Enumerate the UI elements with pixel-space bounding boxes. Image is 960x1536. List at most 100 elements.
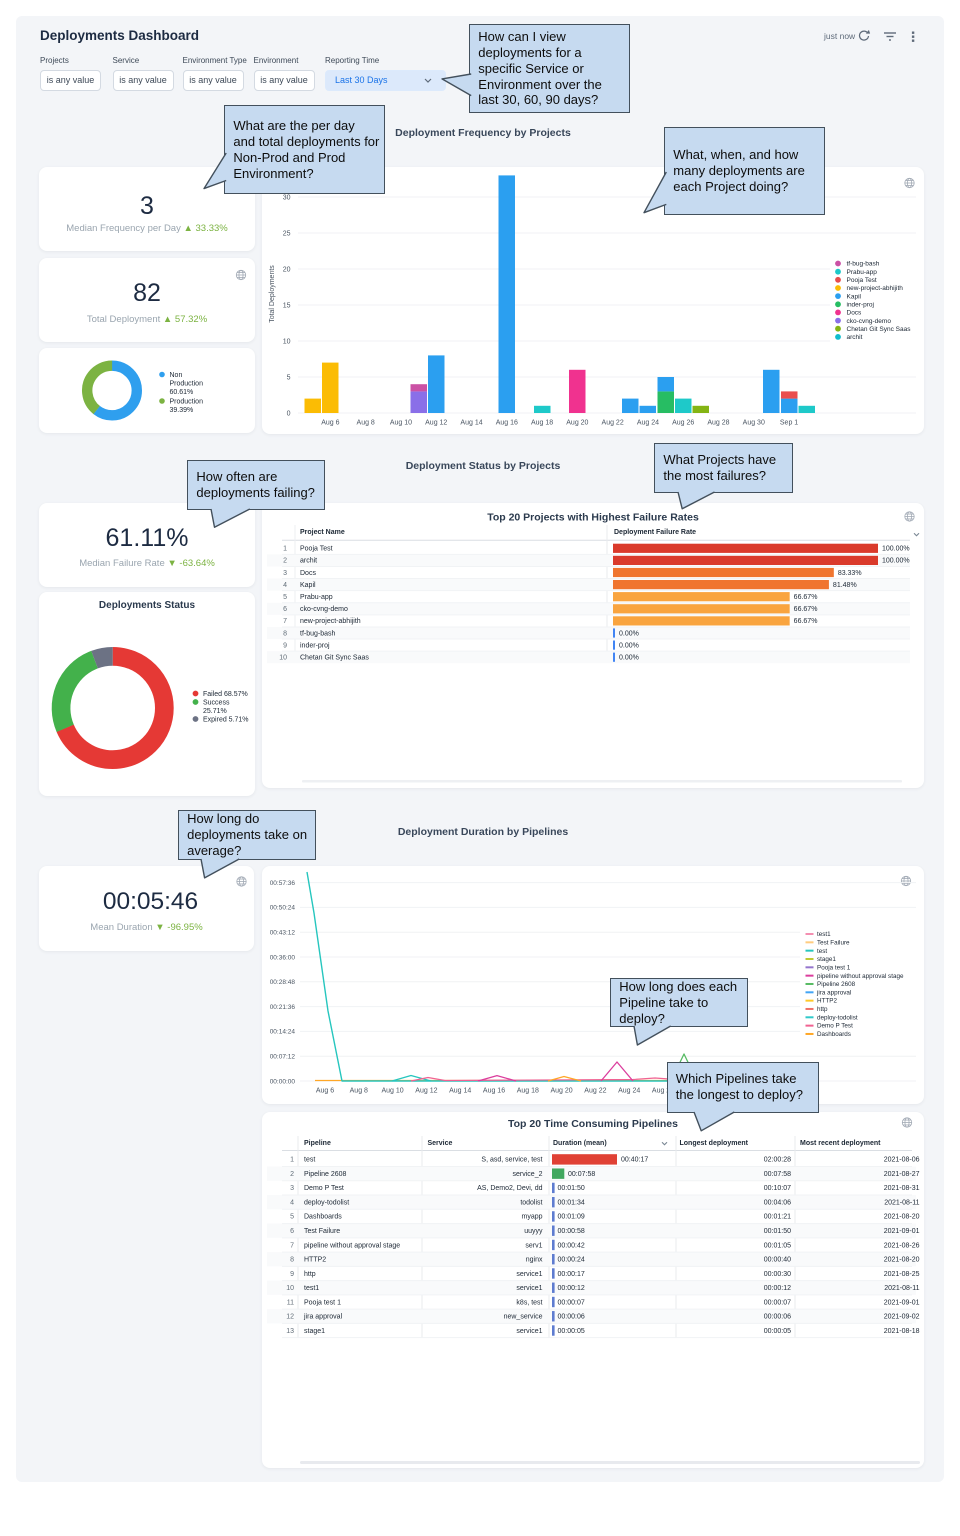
svg-text:100.00%: 100.00% xyxy=(882,558,910,565)
svg-text:00:01:50: 00:01:50 xyxy=(558,1185,585,1192)
svg-text:Pipeline 2608: Pipeline 2608 xyxy=(817,981,856,988)
svg-text:Aug 26: Aug 26 xyxy=(652,1088,674,1095)
svg-text:Production: Production xyxy=(170,381,204,388)
svg-text:Aug 28: Aug 28 xyxy=(707,420,729,427)
svg-text:Test Failure: Test Failure xyxy=(304,1228,340,1235)
svg-text:00:00:30: 00:00:30 xyxy=(764,1271,791,1278)
svg-text:00:21:36: 00:21:36 xyxy=(270,1004,296,1011)
svg-text:8: 8 xyxy=(290,1257,294,1264)
svg-text:00:01:09: 00:01:09 xyxy=(558,1214,585,1221)
svg-text:7: 7 xyxy=(290,1242,294,1249)
svg-text:cko-cvng-demo: cko-cvng-demo xyxy=(300,606,348,613)
svg-text:Demo P Test: Demo P Test xyxy=(817,1023,853,1030)
svg-text:2021-08-11: 2021-08-11 xyxy=(884,1199,919,1206)
svg-text:00:40:17: 00:40:17 xyxy=(621,1157,648,1164)
svg-text:4: 4 xyxy=(283,582,287,589)
svg-text:2: 2 xyxy=(290,1171,294,1178)
svg-text:2021-08-06: 2021-08-06 xyxy=(884,1157,920,1164)
svg-text:100.00%: 100.00% xyxy=(882,546,910,553)
svg-text:Aug 8: Aug 8 xyxy=(357,420,375,427)
svg-text:stage1: stage1 xyxy=(817,956,836,963)
svg-text:2021-08-31: 2021-08-31 xyxy=(884,1185,920,1192)
svg-text:Aug 24: Aug 24 xyxy=(637,420,659,427)
svg-text:S, asd, service, test: S, asd, service, test xyxy=(481,1157,542,1164)
svg-text:9: 9 xyxy=(283,642,287,649)
svg-text:00:00:06: 00:00:06 xyxy=(764,1314,791,1321)
svg-text:Pooja Test: Pooja Test xyxy=(847,277,877,284)
svg-text:66.67%: 66.67% xyxy=(794,618,818,625)
svg-text:20: 20 xyxy=(283,267,291,274)
svg-text:Longest deployment: Longest deployment xyxy=(680,1140,749,1147)
svg-text:Demo P Test: Demo P Test xyxy=(304,1185,344,1192)
svg-text:2021-08-27: 2021-08-27 xyxy=(884,1171,920,1178)
svg-text:Top 20 Time Consuming Pipeline: Top 20 Time Consuming Pipelines xyxy=(508,1118,678,1130)
svg-text:00:00:05: 00:00:05 xyxy=(764,1328,791,1335)
svg-text:nginx: nginx xyxy=(526,1257,543,1264)
svg-text:66.67%: 66.67% xyxy=(794,594,818,601)
svg-text:service1: service1 xyxy=(516,1271,542,1278)
svg-text:2021-09-01: 2021-09-01 xyxy=(884,1228,920,1235)
svg-text:AS, Demo2, Devi, dd: AS, Demo2, Devi, dd xyxy=(477,1185,542,1192)
svg-text:Aug 18: Aug 18 xyxy=(517,1088,539,1095)
svg-text:Aug 30: Aug 30 xyxy=(743,420,765,427)
svg-text:test1: test1 xyxy=(817,931,831,938)
svg-text:00:01:34: 00:01:34 xyxy=(558,1199,585,1206)
svg-text:00:50:24: 00:50:24 xyxy=(270,905,296,912)
svg-text:service1: service1 xyxy=(516,1328,542,1335)
svg-text:60.61%: 60.61% xyxy=(170,389,194,396)
svg-text:Failed 68.57%: Failed 68.57% xyxy=(203,691,248,698)
svg-text:6: 6 xyxy=(290,1228,294,1235)
svg-text:00:07:12: 00:07:12 xyxy=(270,1054,296,1061)
svg-text:Service: Service xyxy=(428,1140,453,1147)
svg-text:0.00%: 0.00% xyxy=(619,655,639,662)
svg-text:00:00:06: 00:00:06 xyxy=(558,1314,585,1321)
svg-text:Aug 14: Aug 14 xyxy=(460,420,482,427)
svg-text:81.48%: 81.48% xyxy=(833,582,857,589)
svg-text:Aug 6: Aug 6 xyxy=(316,1088,334,1095)
svg-text:Aug 10: Aug 10 xyxy=(390,420,412,427)
svg-text:Aug 22: Aug 22 xyxy=(584,1088,606,1095)
svg-text:2: 2 xyxy=(283,558,287,565)
svg-text:cko-cvng-demo: cko-cvng-demo xyxy=(847,318,892,325)
svg-text:00:00:12: 00:00:12 xyxy=(558,1285,585,1292)
svg-text:00:00:40: 00:00:40 xyxy=(764,1257,791,1264)
svg-text:Aug 24: Aug 24 xyxy=(618,1088,640,1095)
svg-text:Aug 8: Aug 8 xyxy=(350,1088,368,1095)
svg-text:Aug 16: Aug 16 xyxy=(483,1088,505,1095)
svg-text:00:01:21: 00:01:21 xyxy=(764,1214,791,1221)
svg-text:11: 11 xyxy=(287,1299,294,1306)
svg-text:00:00:00: 00:00:00 xyxy=(270,1078,296,1085)
svg-text:10: 10 xyxy=(283,339,291,346)
svg-text:00:07:58: 00:07:58 xyxy=(764,1171,791,1178)
svg-text:00:01:05: 00:01:05 xyxy=(764,1242,791,1249)
svg-text:Prabu-app: Prabu-app xyxy=(300,594,333,601)
svg-text:pipeline without approval stag: pipeline without approval stage xyxy=(304,1242,400,1249)
svg-text:2021-08-20: 2021-08-20 xyxy=(884,1257,920,1264)
svg-text:66.67%: 66.67% xyxy=(794,606,818,613)
svg-text:1: 1 xyxy=(290,1157,294,1164)
svg-text:00:00:58: 00:00:58 xyxy=(558,1228,585,1235)
svg-text:7: 7 xyxy=(283,618,287,625)
svg-text:Docs: Docs xyxy=(847,310,863,317)
svg-text:Pipeline: Pipeline xyxy=(304,1140,331,1147)
svg-text:todolist: todolist xyxy=(520,1199,542,1206)
svg-text:6: 6 xyxy=(283,606,287,613)
svg-text:13: 13 xyxy=(286,1328,294,1335)
svg-text:new-project-abhijith: new-project-abhijith xyxy=(847,285,904,292)
svg-text:00:14:24: 00:14:24 xyxy=(270,1029,296,1036)
svg-text:stage1: stage1 xyxy=(304,1328,325,1335)
svg-text:4: 4 xyxy=(290,1199,294,1206)
svg-text:deploy-todolist: deploy-todolist xyxy=(817,1014,858,1021)
svg-text:HTTP2: HTTP2 xyxy=(304,1257,326,1264)
svg-text:Chetan Git Sync Saas: Chetan Git Sync Saas xyxy=(847,326,912,333)
svg-text:5: 5 xyxy=(287,375,291,382)
svg-text:Kapil: Kapil xyxy=(847,293,862,300)
svg-text:Aug 12: Aug 12 xyxy=(415,1088,437,1095)
svg-text:Aug 12: Aug 12 xyxy=(425,420,447,427)
svg-text:2021-08-26: 2021-08-26 xyxy=(884,1242,920,1249)
svg-text:Pipeline 2608: Pipeline 2608 xyxy=(304,1171,347,1178)
svg-text:Aug 26: Aug 26 xyxy=(672,420,694,427)
svg-text:2021-08-20: 2021-08-20 xyxy=(884,1214,920,1221)
svg-text:jira approval: jira approval xyxy=(816,989,851,996)
svg-text:tf-bug-bash: tf-bug-bash xyxy=(300,630,336,637)
